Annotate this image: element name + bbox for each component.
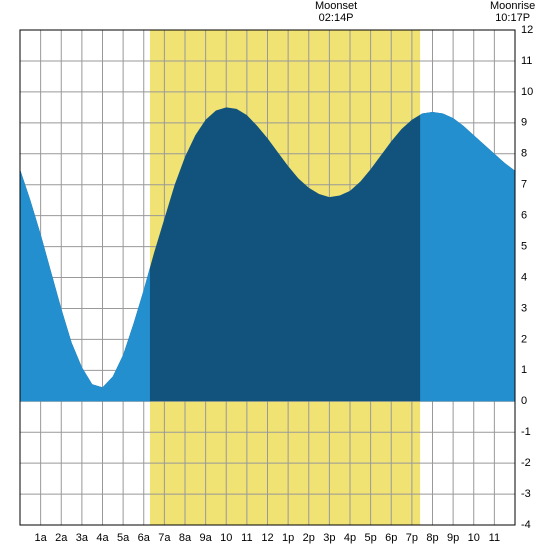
xtick-label: 11 (489, 532, 500, 544)
xtick-label: 8a (179, 532, 192, 544)
xtick-label: 2a (55, 532, 68, 544)
ytick-label: -2 (521, 457, 531, 469)
xtick-label: 7a (158, 532, 171, 544)
xtick-label: 1a (35, 532, 48, 544)
xtick-label: 5p (365, 532, 377, 544)
ytick-label: 12 (521, 24, 533, 36)
ytick-label: 1 (521, 364, 527, 376)
xtick-label: 5a (117, 532, 130, 544)
chart-svg: -4-3-2-101234567891011121a2a3a4a5a6a7a8a… (0, 0, 550, 550)
xtick-label: 4p (344, 532, 356, 544)
xtick-label: 6p (385, 532, 397, 544)
xtick-label: 10 (468, 532, 480, 544)
ytick-label: 5 (521, 240, 527, 252)
ytick-label: 3 (521, 302, 527, 314)
xtick-label: 7p (406, 532, 418, 544)
ytick-label: -3 (521, 488, 531, 500)
xtick-label: 3p (323, 532, 335, 544)
ytick-label: 8 (521, 148, 527, 160)
moonset-label: Moonset 02:14P (315, 0, 357, 24)
xtick-label: 10 (220, 532, 232, 544)
ytick-label: 11 (521, 55, 532, 67)
ytick-label: 0 (521, 395, 527, 407)
xtick-label: 12 (261, 532, 273, 544)
ytick-label: 9 (521, 117, 527, 129)
ytick-label: 7 (521, 179, 527, 191)
tide-chart: Moonset 02:14P Moonrise 10:17P -4 -3 -2 -1 0… (0, 0, 550, 550)
xtick-label: 9p (447, 532, 459, 544)
xtick-label: 11 (241, 532, 252, 544)
xtick-label: 9a (200, 532, 213, 544)
xtick-label: 6a (138, 532, 151, 544)
ytick-label: -1 (521, 426, 531, 438)
xtick-label: 3a (76, 532, 89, 544)
moonrise-label: Moonrise 10:17P (490, 0, 535, 24)
xtick-label: 1p (282, 532, 294, 544)
xtick-label: 8p (426, 532, 438, 544)
xtick-label: 4a (96, 532, 109, 544)
ytick-label: 6 (521, 210, 527, 222)
ytick-label: -4 (521, 519, 531, 531)
tide-area-night-1 (420, 112, 515, 401)
tide-area-night-0 (20, 169, 150, 401)
ytick-label: 10 (521, 86, 533, 98)
ytick-label: 4 (521, 271, 527, 283)
xtick-label: 2p (303, 532, 315, 544)
ytick-label: 2 (521, 333, 527, 345)
